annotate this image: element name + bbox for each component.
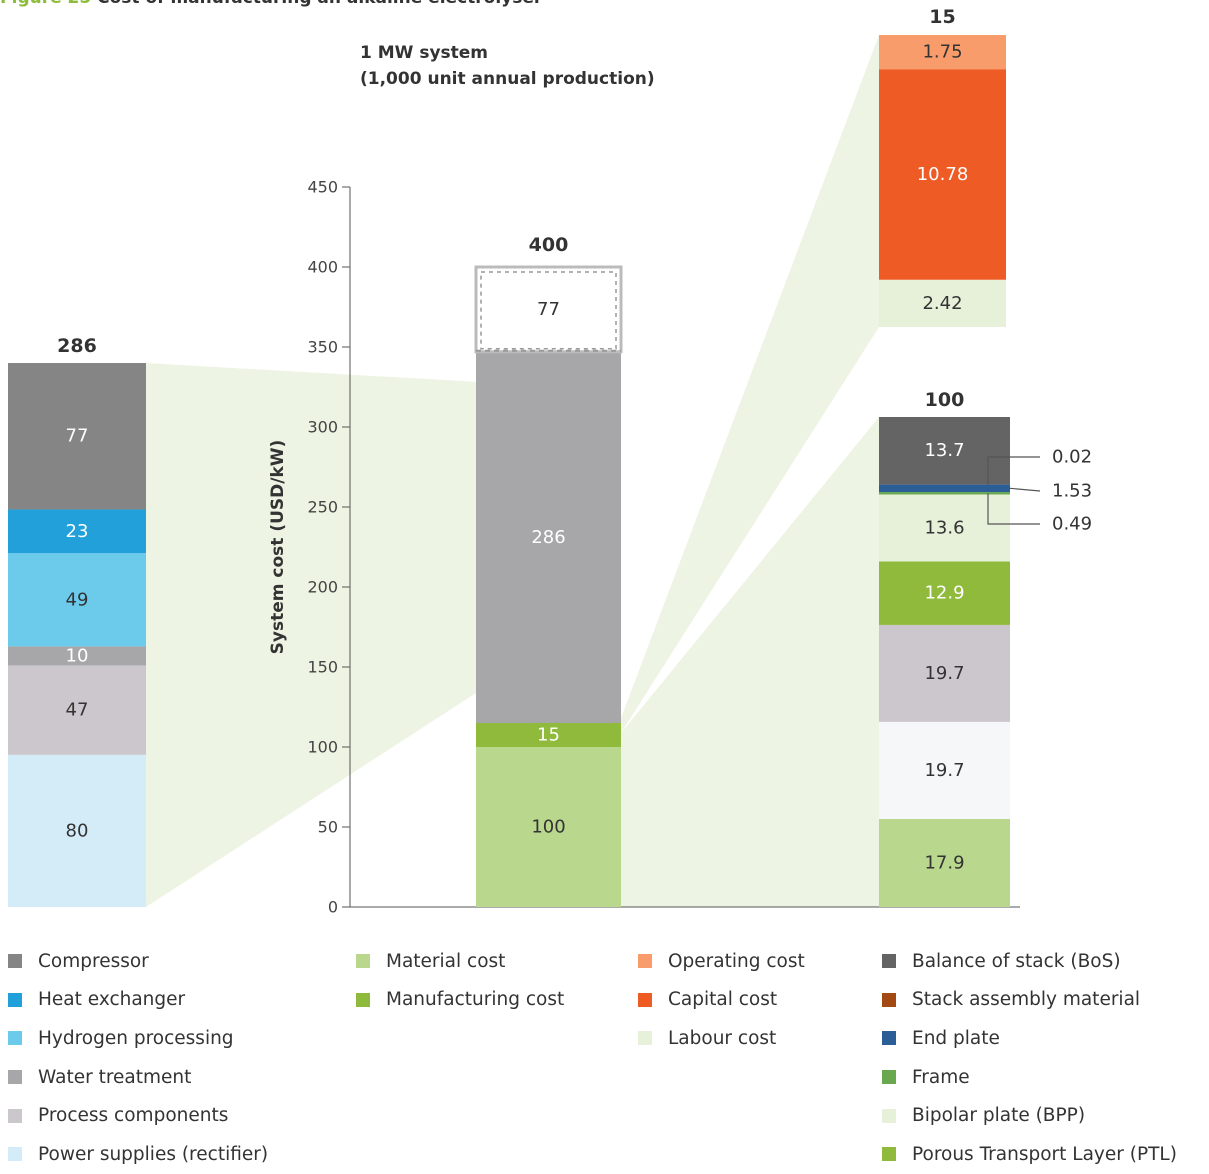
legend-swatch xyxy=(638,993,652,1007)
legend-item: Manufacturing cost xyxy=(356,981,564,1020)
top-right-breakdown-segment-label: 10.78 xyxy=(917,164,969,185)
legend-label: Balance of stack (BoS) xyxy=(912,951,1121,972)
legend-item: Operating cost xyxy=(638,942,805,981)
legend-item: Bipolar plate (BPP) xyxy=(882,1096,1177,1135)
legend-item: Compressor xyxy=(8,942,268,981)
left-breakdown-segment-label: 80 xyxy=(66,820,89,841)
legend-swatch xyxy=(882,993,896,1007)
legend-label: Material cost xyxy=(386,951,505,972)
legend-label: Operating cost xyxy=(668,951,805,972)
y-tick-label: 150 xyxy=(307,658,338,677)
legend-item: Process components xyxy=(8,1096,268,1135)
legend-item: Capital cost xyxy=(638,981,805,1020)
legend-swatch xyxy=(882,1147,896,1161)
legend-label: Heat exchanger xyxy=(38,989,185,1010)
legend-column-1: Compressor Heat exchanger Hydrogen process… xyxy=(8,942,268,1174)
bottom-right-breakdown-segment-label: 12.9 xyxy=(924,583,964,604)
legend-swatch xyxy=(8,1109,22,1123)
legend-swatch xyxy=(882,1109,896,1123)
legend-label: Stack assembly material xyxy=(912,989,1140,1010)
bottom-right-breakdown-total-label: 100 xyxy=(925,389,965,411)
y-axis-label: System cost (USD/kW) xyxy=(268,440,288,655)
left-breakdown-total-label: 286 xyxy=(57,335,97,357)
bottom-right-breakdown-segment-label: 19.7 xyxy=(924,663,964,684)
legend-item: Labour cost xyxy=(638,1019,805,1058)
legend-label: Manufacturing cost xyxy=(386,989,564,1010)
main-bar-segment-label: 100 xyxy=(531,817,565,838)
cost-breakdown-chart: 0 50 100 150 200 250 300 350 400 450 System cost (… xyxy=(0,0,1209,935)
top-right-breakdown-segment-label: 1.75 xyxy=(922,42,962,63)
legend-swatch xyxy=(8,1147,22,1161)
left-breakdown-segment-label: 49 xyxy=(66,589,89,610)
legend-item: Heat exchanger xyxy=(8,981,268,1020)
legend-label: Porous Transport Layer (PTL) xyxy=(912,1144,1177,1165)
y-tick-label: 250 xyxy=(307,498,338,517)
y-tick-label: 300 xyxy=(307,418,338,437)
legend-item: End plate xyxy=(882,1019,1177,1058)
legend-swatch xyxy=(356,954,370,968)
callout-label-frame: 0.49 xyxy=(1052,514,1092,535)
legend-item: Frame xyxy=(882,1058,1177,1097)
main-bar-total-label: 400 xyxy=(529,234,569,256)
legend-swatch xyxy=(882,1031,896,1045)
bottom-right-breakdown-segment xyxy=(879,492,1010,494)
y-tick-label: 450 xyxy=(307,178,338,197)
legend-item: Material cost xyxy=(356,942,564,981)
legend-swatch xyxy=(8,1070,22,1084)
legend-label: Hydrogen processing xyxy=(38,1028,234,1049)
bottom-right-breakdown-segment-label: 13.6 xyxy=(924,517,964,538)
left-breakdown-segment-label: 47 xyxy=(66,700,89,721)
legend-swatch xyxy=(882,1070,896,1084)
callout-label-end-plate: 1.53 xyxy=(1052,481,1092,502)
legend-label: Power supplies (rectifier) xyxy=(38,1144,268,1165)
legend-item: Porous Transport Layer (PTL) xyxy=(882,1135,1177,1174)
legend-label: Bipolar plate (BPP) xyxy=(912,1105,1085,1126)
legend-item: Hydrogen processing xyxy=(8,1019,268,1058)
legend-swatch xyxy=(638,954,652,968)
legend-column-2: Material cost Manufacturing cost xyxy=(356,942,564,1019)
legend-label: Water treatment xyxy=(38,1067,191,1088)
legend-swatch xyxy=(356,993,370,1007)
top-right-breakdown-segment-label: 2.42 xyxy=(922,293,962,314)
main-bar-segment-label: 15 xyxy=(537,725,560,746)
legend-column-4: Balance of stack (BoS) Stack assembly mat… xyxy=(882,942,1177,1174)
bottom-right-breakdown-segment-label: 19.7 xyxy=(924,760,964,781)
callout-leader-end-plate xyxy=(1010,488,1040,491)
legend-label: Compressor xyxy=(38,951,149,972)
bottom-right-breakdown-segment-label: 17.9 xyxy=(924,852,964,873)
legend-label: End plate xyxy=(912,1028,1000,1049)
y-tick-label: 50 xyxy=(318,818,338,837)
bottom-right-breakdown-segment xyxy=(879,485,1010,493)
top-right-breakdown-total-label: 15 xyxy=(929,6,955,28)
y-tick-label: 350 xyxy=(307,338,338,357)
legend-item: Water treatment xyxy=(8,1058,268,1097)
legend-label: Frame xyxy=(912,1067,970,1088)
y-tick-label: 0 xyxy=(328,898,338,917)
y-tick-label: 100 xyxy=(307,738,338,757)
legend-label: Labour cost xyxy=(668,1028,776,1049)
main-bar-segment-label: 77 xyxy=(537,299,560,320)
bottom-right-breakdown-segment-label: 13.7 xyxy=(924,440,964,461)
legend-swatch xyxy=(8,954,22,968)
legend-swatch xyxy=(8,993,22,1007)
legend-swatch xyxy=(882,954,896,968)
legend-label: Process components xyxy=(38,1105,228,1126)
left-breakdown-segment-label: 77 xyxy=(66,426,89,447)
legend-item: Power supplies (rectifier) xyxy=(8,1135,268,1174)
left-breakdown-segment-label: 23 xyxy=(66,521,89,542)
callout-label-stack-assembly: 0.02 xyxy=(1052,447,1092,468)
legend-swatch xyxy=(8,1031,22,1045)
y-tick-label: 200 xyxy=(307,578,338,597)
legend-swatch xyxy=(638,1031,652,1045)
legend-label: Capital cost xyxy=(668,989,777,1010)
legend-column-3: Operating cost Capital cost Labour cost xyxy=(638,942,805,1058)
legend-item: Stack assembly material xyxy=(882,981,1177,1020)
zoom-projection-left xyxy=(146,363,476,907)
main-bar-segment-label: 286 xyxy=(531,527,565,548)
legend-item: Balance of stack (BoS) xyxy=(882,942,1177,981)
left-breakdown-segment-label: 10 xyxy=(66,645,89,666)
y-tick-label: 400 xyxy=(307,258,338,277)
